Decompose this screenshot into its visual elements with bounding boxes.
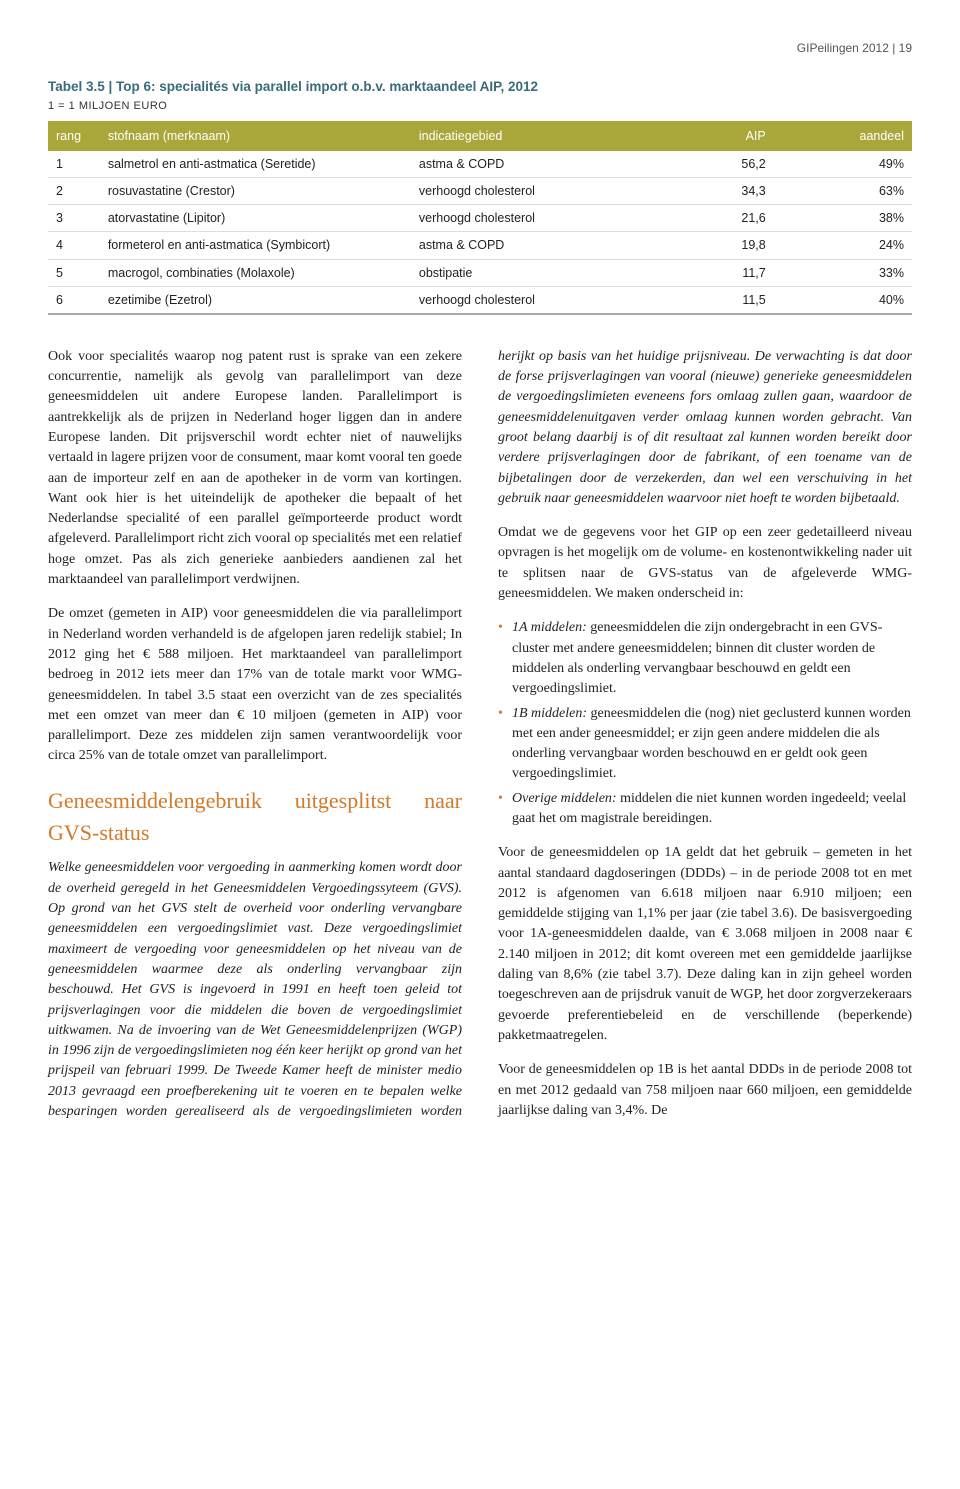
table-subtitle: 1 = 1 MILJOEN EURO <box>48 99 912 115</box>
table-header-cell: indicatiegebied <box>411 121 670 151</box>
table-cell: 38% <box>774 205 912 232</box>
table-cell: astma & COPD <box>411 151 670 178</box>
list-item: Overige middelen: middelen die niet kunn… <box>498 789 912 830</box>
para-6: Voor de geneesmiddelen op 1B is het aant… <box>498 1060 912 1121</box>
table-header-cell: rang <box>48 121 100 151</box>
table-cell: 2 <box>48 178 100 205</box>
table-cell: 3 <box>48 205 100 232</box>
body-text: Ook voor specialités waarop nog patent r… <box>48 347 912 1129</box>
table-cell: 49% <box>774 151 912 178</box>
para-5: Voor de geneesmiddelen op 1A geldt dat h… <box>498 843 912 1046</box>
table-cell: 34,3 <box>670 178 774 205</box>
table-cell: 11,7 <box>670 259 774 286</box>
running-head: GIPeilingen 2012 | 19 <box>48 40 912 57</box>
section-heading-gvs: Geneesmiddelengebruik uitgesplitst naar … <box>48 785 462 849</box>
table-cell: astma & COPD <box>411 232 670 259</box>
table-3-5: Tabel 3.5 | Top 6: specialités via paral… <box>48 77 912 314</box>
table-cell: obstipatie <box>411 259 670 286</box>
table-cell: verhoogd cholesterol <box>411 205 670 232</box>
table-cell: rosuvastatine (Crestor) <box>100 178 411 205</box>
list-item: 1B middelen: geneesmiddelen die (nog) ni… <box>498 704 912 785</box>
gvs-classification-list: 1A middelen: geneesmiddelen die zijn ond… <box>498 618 912 829</box>
table-cell: 33% <box>774 259 912 286</box>
table-cell: 19,8 <box>670 232 774 259</box>
table-title: Tabel 3.5 | Top 6: specialités via paral… <box>48 77 912 97</box>
table-row: 1salmetrol en anti-astmatica (Seretide)a… <box>48 151 912 178</box>
table-cell: 40% <box>774 286 912 314</box>
table-cell: 4 <box>48 232 100 259</box>
table-cell: verhoogd cholesterol <box>411 286 670 314</box>
table-cell: atorvastatine (Lipitor) <box>100 205 411 232</box>
table-cell: 1 <box>48 151 100 178</box>
para-1: Ook voor specialités waarop nog patent r… <box>48 347 462 591</box>
specialites-table: rangstofnaam (merknaam)indicatiegebiedAI… <box>48 121 912 315</box>
table-header-cell: AIP <box>670 121 774 151</box>
list-item-lead: Overige middelen: <box>512 791 617 806</box>
list-item-lead: 1A middelen: <box>512 620 587 635</box>
table-cell: 11,5 <box>670 286 774 314</box>
table-row: 6ezetimibe (Ezetrol)verhoogd cholesterol… <box>48 286 912 314</box>
table-cell: 6 <box>48 286 100 314</box>
table-cell: 21,6 <box>670 205 774 232</box>
table-header-cell: aandeel <box>774 121 912 151</box>
table-cell: salmetrol en anti-astmatica (Seretide) <box>100 151 411 178</box>
table-cell: macrogol, combinaties (Molaxole) <box>100 259 411 286</box>
table-cell: formeterol en anti-astmatica (Symbicort) <box>100 232 411 259</box>
table-cell: 63% <box>774 178 912 205</box>
table-row: 3atorvastatine (Lipitor)verhoogd cholest… <box>48 205 912 232</box>
para-2: De omzet (gemeten in AIP) voor geneesmid… <box>48 604 462 766</box>
table-cell: ezetimibe (Ezetrol) <box>100 286 411 314</box>
table-cell: 5 <box>48 259 100 286</box>
para-4: Omdat we de gegevens voor het GIP op een… <box>498 523 912 604</box>
table-row: 5macrogol, combinaties (Molaxole)obstipa… <box>48 259 912 286</box>
table-cell: 56,2 <box>670 151 774 178</box>
table-cell: verhoogd cholesterol <box>411 178 670 205</box>
table-header-cell: stofnaam (merknaam) <box>100 121 411 151</box>
table-row: 2rosuvastatine (Crestor)verhoogd cholest… <box>48 178 912 205</box>
list-item: 1A middelen: geneesmiddelen die zijn ond… <box>498 618 912 699</box>
list-item-lead: 1B middelen: <box>512 706 587 721</box>
table-row: 4formeterol en anti-astmatica (Symbicort… <box>48 232 912 259</box>
table-cell: 24% <box>774 232 912 259</box>
